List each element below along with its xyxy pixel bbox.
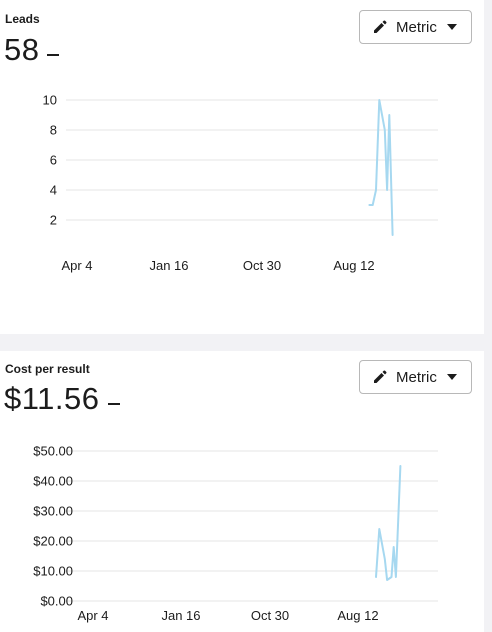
- metric-dropdown-button[interactable]: Metric: [359, 360, 472, 394]
- y-tick-label: $50.00: [33, 444, 73, 459]
- caret-down-icon: [447, 374, 457, 380]
- caret-down-icon: [447, 24, 457, 30]
- y-tick-label: 4: [50, 183, 57, 198]
- metric-dropdown-button[interactable]: Metric: [359, 10, 472, 44]
- y-tick-label: 10: [43, 93, 57, 108]
- y-tick-label: 6: [50, 153, 57, 168]
- x-tick-label: Aug 12: [333, 258, 374, 273]
- x-tick-label: Oct 30: [251, 608, 289, 623]
- dash-icon: [107, 403, 120, 405]
- metric-value-row: 58: [4, 32, 60, 68]
- y-tick-label: $30.00: [33, 504, 73, 519]
- cost-per-result-card: Cost per result $11.56 Metric $0.00 $10.0…: [0, 351, 484, 632]
- leads-card: Leads 58 Metric 2 4 6 8 10 Apr 4 Jan 16 Oct 30 A…: [0, 0, 484, 334]
- pencil-icon: [374, 20, 387, 33]
- x-tick-label: Apr 4: [77, 608, 108, 623]
- metric-title: Cost per result: [5, 362, 90, 376]
- y-tick-label: $0.00: [40, 594, 73, 609]
- y-tick-label: $20.00: [33, 534, 73, 549]
- metric-value-row: $11.56: [4, 381, 120, 417]
- dash-icon: [47, 54, 60, 56]
- x-tick-label: Aug 12: [337, 608, 378, 623]
- x-tick-label: Apr 4: [61, 258, 92, 273]
- pencil-icon: [374, 370, 387, 383]
- metric-value: 58: [4, 32, 40, 67]
- y-tick-label: 8: [50, 123, 57, 138]
- metric-button-label: Metric: [396, 368, 437, 386]
- series-line: [375, 465, 402, 581]
- x-tick-label: Jan 16: [149, 258, 188, 273]
- x-tick-label: Jan 16: [161, 608, 200, 623]
- cost-per-result-chart: $0.00 $10.00 $20.00 $30.00 $40.00 $50.00 Apr 4…: [33, 444, 438, 623]
- y-tick-label: 2: [50, 213, 57, 228]
- series-line: [368, 99, 394, 236]
- leads-chart: 2 4 6 8 10 Apr 4 Jan 16 Oct 30 Aug 12: [43, 93, 438, 273]
- metric-title: Leads: [5, 12, 40, 26]
- metric-value: $11.56: [4, 381, 100, 416]
- metric-button-label: Metric: [396, 18, 437, 36]
- x-tick-label: Oct 30: [243, 258, 281, 273]
- y-tick-label: $10.00: [33, 564, 73, 579]
- y-tick-label: $40.00: [33, 474, 73, 489]
